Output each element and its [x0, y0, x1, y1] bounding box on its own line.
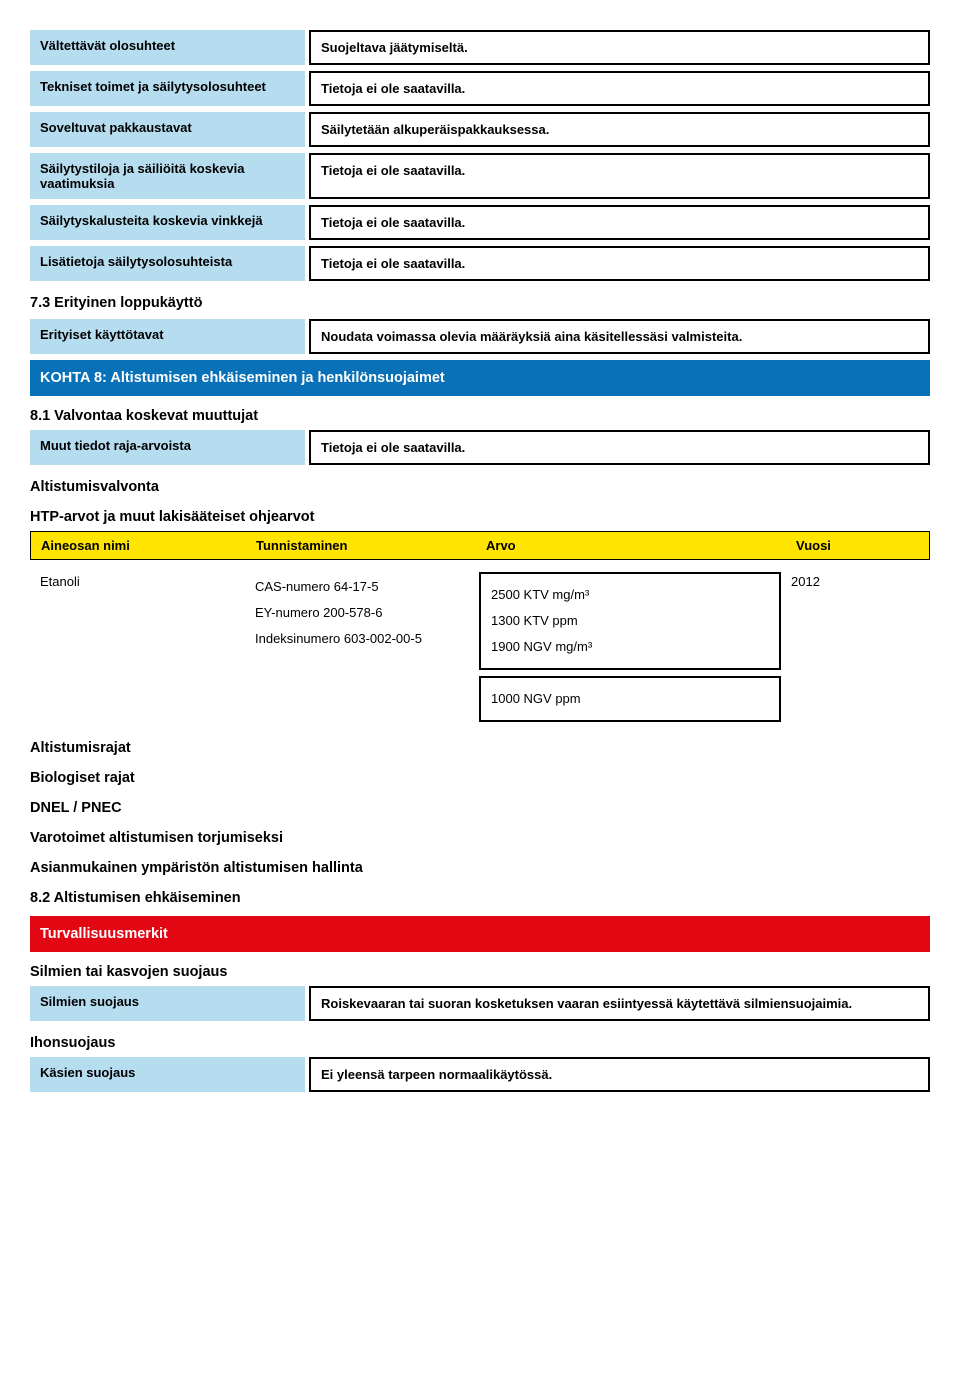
sub-heading: DNEL / PNEC	[30, 792, 930, 822]
value: Säilytetään alkuperäispakkauksessa.	[309, 112, 930, 147]
section-8-2: 8.2 Altistumisen ehkäiseminen	[30, 882, 930, 912]
etanoli-name: Etanoli	[30, 568, 245, 732]
sub-heading: Varotoimet altistumisen torjumiseksi	[30, 822, 930, 852]
sub-heading: Altistumisrajat	[30, 732, 930, 762]
sub-heading: Asianmukainen ympäristön altistumisen ha…	[30, 852, 930, 882]
sub-heading: Biologiset rajat	[30, 762, 930, 792]
turvallisuusmerkit-bar: Turvallisuusmerkit	[30, 916, 930, 952]
label: Soveltuvat pakkaustavat	[30, 112, 305, 147]
value: Tietoja ei ole saatavilla.	[309, 205, 930, 240]
table-header: Aineosan nimi Tunnistaminen Arvo Vuosi	[30, 531, 930, 560]
info-row: Tekniset toimet ja säilytysolosuhteetTie…	[30, 71, 930, 106]
valbox-2: 1000 NGV ppm	[479, 676, 781, 722]
label: Erityiset käyttötavat	[30, 319, 305, 354]
label: Lisätietoja säilytysolosuhteista	[30, 246, 305, 281]
value: Suojeltava jäätymiseltä.	[309, 30, 930, 65]
row-silmien: Silmien suojaus Roiskevaaran tai suoran …	[30, 986, 930, 1021]
th-tunnistaminen: Tunnistaminen	[246, 532, 476, 559]
value: Roiskevaaran tai suoran kosketuksen vaar…	[309, 986, 930, 1021]
label: Tekniset toimet ja säilytysolosuhteet	[30, 71, 305, 106]
sub-htp: HTP-arvot ja muut lakisääteiset ohjearvo…	[30, 501, 930, 531]
row-kasien: Käsien suojaus Ei yleensä tarpeen normaa…	[30, 1057, 930, 1092]
value: Tietoja ei ole saatavilla.	[309, 71, 930, 106]
sub-silmien-kasvojen: Silmien tai kasvojen suojaus	[30, 956, 930, 986]
th-vuosi: Vuosi	[786, 532, 929, 559]
info-row: Lisätietoja säilytysolosuhteistaTietoja …	[30, 246, 930, 281]
label: Säilytystiloja ja säiliöitä koskevia vaa…	[30, 153, 305, 199]
etanoli-ids: CAS-numero 64-17-5EY-numero 200-578-6Ind…	[245, 568, 475, 732]
label: Vältettävät olosuhteet	[30, 30, 305, 65]
valbox-1: 2500 KTV mg/m³1300 KTV ppm1900 NGV mg/m³	[479, 572, 781, 670]
row-erityiset: Erityiset käyttötavat Noudata voimassa o…	[30, 319, 930, 354]
info-row: Säilytyskalusteita koskevia vinkkejäTiet…	[30, 205, 930, 240]
label: Silmien suojaus	[30, 986, 305, 1021]
info-row: Säilytystiloja ja säiliöitä koskevia vaa…	[30, 153, 930, 199]
section-8-1: 8.1 Valvontaa koskevat muuttujat	[30, 400, 930, 430]
sub-altistumisvalvonta: Altistumisvalvonta	[30, 471, 930, 501]
label: Käsien suojaus	[30, 1057, 305, 1092]
value: Tietoja ei ole saatavilla.	[309, 153, 930, 199]
etanoli-row: Etanoli CAS-numero 64-17-5EY-numero 200-…	[30, 568, 930, 732]
row-muut: Muut tiedot raja-arvoista Tietoja ei ole…	[30, 430, 930, 465]
label: Muut tiedot raja-arvoista	[30, 430, 305, 465]
value: Tietoja ei ole saatavilla.	[309, 430, 930, 465]
value: Tietoja ei ole saatavilla.	[309, 246, 930, 281]
section-7-3: 7.3 Erityinen loppukäyttö	[30, 287, 930, 319]
th-aineosan: Aineosan nimi	[31, 532, 246, 559]
value: Noudata voimassa olevia määräyksiä aina …	[309, 319, 930, 354]
etanoli-values: 2500 KTV mg/m³1300 KTV ppm1900 NGV mg/m³…	[475, 568, 785, 732]
sub-ihonsuojaus: Ihonsuojaus	[30, 1027, 930, 1057]
kohta-8-bar: KOHTA 8: Altistumisen ehkäiseminen ja he…	[30, 360, 930, 396]
label: Säilytyskalusteita koskevia vinkkejä	[30, 205, 305, 240]
info-row: Soveltuvat pakkaustavatSäilytetään alkup…	[30, 112, 930, 147]
etanoli-year: 2012	[785, 568, 930, 732]
value: Ei yleensä tarpeen normaalikäytössä.	[309, 1057, 930, 1092]
th-arvo: Arvo	[476, 532, 786, 559]
info-row: Vältettävät olosuhteetSuojeltava jäätymi…	[30, 30, 930, 65]
